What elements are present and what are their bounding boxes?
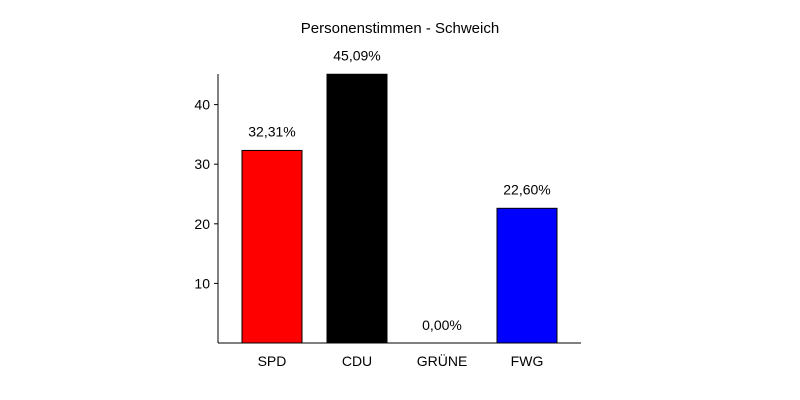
data-label-fwg: 22,60%	[503, 181, 550, 197]
category-label-cdu: CDU	[342, 353, 372, 369]
chart-title: Personenstimmen - Schweich	[301, 20, 499, 37]
category-label-fwg: FWG	[511, 353, 544, 369]
bar-cdu	[326, 73, 388, 344]
data-label-spd: 32,31%	[248, 123, 295, 139]
bar-spd	[241, 149, 303, 344]
data-label-cdu: 45,09%	[333, 47, 380, 63]
y-tick-label: 40	[194, 97, 210, 113]
y-tick-label: 10	[194, 275, 210, 291]
chart-bars	[241, 73, 558, 344]
bar-fwg	[496, 207, 558, 344]
category-label-spd: SPD	[258, 353, 287, 369]
y-tick-label: 20	[194, 216, 210, 232]
chart-labels: 32,31% SPD 45,09% CDU 0,00% GRÜNE 22,60% FWG	[248, 47, 550, 369]
category-label-grüne: GRÜNE	[417, 352, 468, 369]
y-tick-label: 30	[194, 156, 210, 172]
data-label-grüne: 0,00%	[422, 317, 462, 333]
